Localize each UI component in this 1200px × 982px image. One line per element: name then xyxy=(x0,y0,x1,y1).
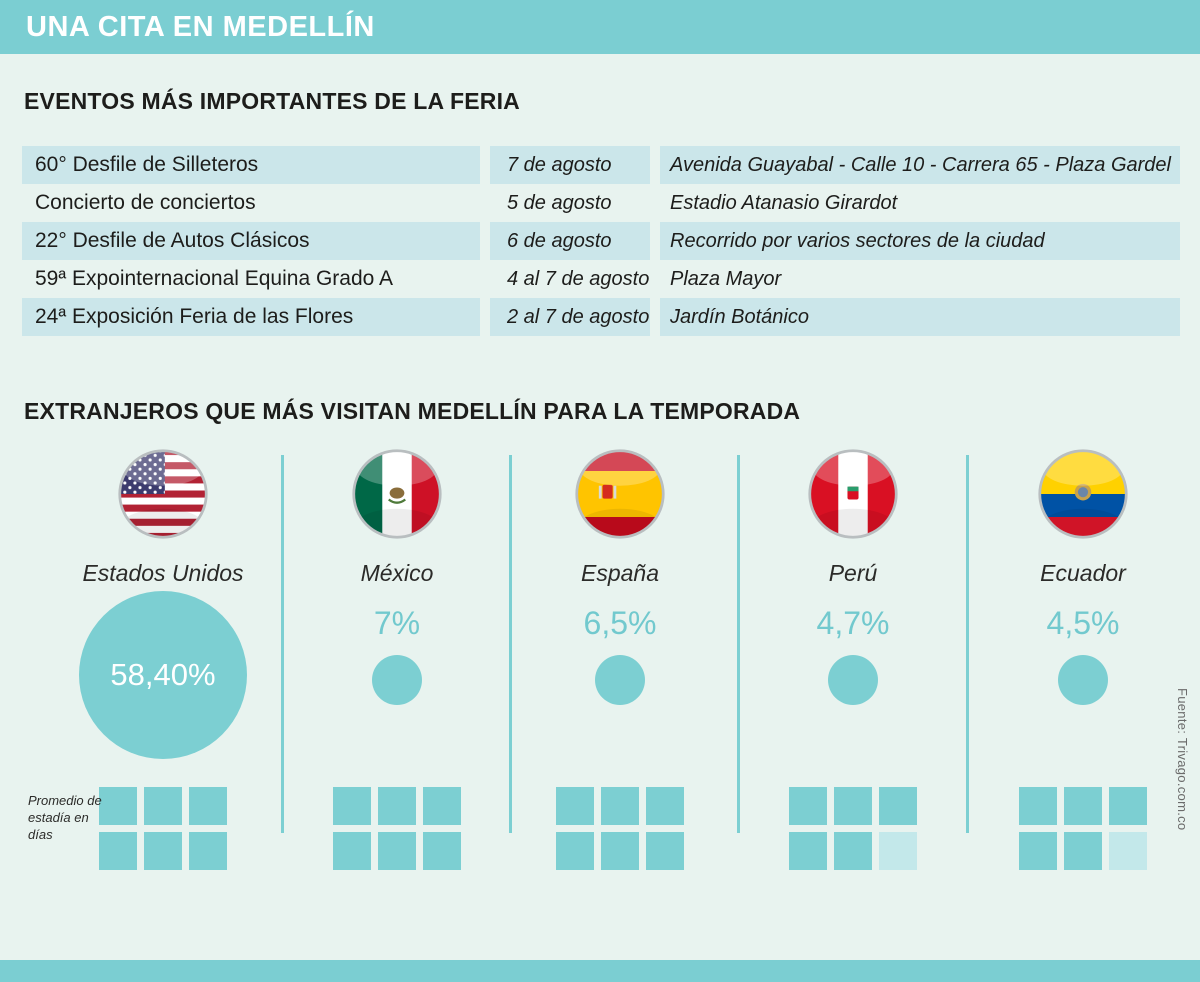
events-table: 60° Desfile de Silleteros 7 de agosto Av… xyxy=(22,146,1180,336)
visitors-section-title: EXTRANJEROS QUE MÁS VISITAN MEDELLÍN PAR… xyxy=(24,398,801,424)
percentage-value: 7% xyxy=(373,605,421,641)
country-name: España xyxy=(580,560,659,586)
header-bar: UNA CITA EN MEDELLÍN xyxy=(0,0,1200,54)
country-column-peru: Perú 4,7% xyxy=(753,440,953,870)
country-column-usa: Estados Unidos 58,40% xyxy=(63,440,263,870)
event-name: 24ª Exposición Feria de las Flores xyxy=(22,298,480,336)
stay-days-label: Promedio de estadía en días xyxy=(28,793,102,842)
events-section-title: EVENTOS MÁS IMPORTANTES DE LA FERIA xyxy=(24,88,520,114)
stay-day-square xyxy=(333,832,371,870)
event-name: 60° Desfile de Silleteros xyxy=(22,146,480,184)
table-row: 60° Desfile de Silleteros 7 de agosto Av… xyxy=(22,146,1180,184)
event-location: Estadio Atanasio Girardot xyxy=(670,191,898,214)
event-date: 2 al 7 de agosto xyxy=(490,298,650,336)
spain-flag-icon xyxy=(574,448,666,540)
event-date: 7 de agosto xyxy=(490,146,650,184)
stay-day-square xyxy=(1109,787,1147,825)
stay-day-square xyxy=(99,787,137,825)
stay-day-square xyxy=(789,832,827,870)
event-location: Plaza Mayor xyxy=(670,267,782,290)
event-location: Avenida Guayabal - Calle 10 - Carrera 65… xyxy=(660,146,1180,184)
event-location: Jardín Botánico xyxy=(660,298,1180,336)
stay-day-square-partial xyxy=(1109,832,1147,870)
stay-day-square xyxy=(423,787,461,825)
event-location: Recorrido por varios sectores de la ciud… xyxy=(660,222,1180,260)
country-column-mexico: México 7% xyxy=(297,440,497,870)
peru-flag-icon xyxy=(807,448,899,540)
table-row: 24ª Exposición Feria de las Flores 2 al … xyxy=(22,298,1180,336)
column-divider xyxy=(737,455,740,833)
column-divider xyxy=(509,455,512,833)
percentage-circle xyxy=(595,655,645,705)
stay-day-square xyxy=(189,832,227,870)
country-name: México xyxy=(360,560,434,586)
stay-day-square xyxy=(601,787,639,825)
stay-day-square xyxy=(646,787,684,825)
stay-day-square xyxy=(1064,787,1102,825)
stay-day-square xyxy=(789,787,827,825)
event-date: 4 al 7 de agosto xyxy=(507,267,650,290)
percentage-circle xyxy=(372,655,422,705)
stay-day-square xyxy=(556,787,594,825)
page-title: UNA CITA EN MEDELLÍN xyxy=(26,10,375,43)
percentage-value: 58,40% xyxy=(110,657,216,692)
stay-days-grid xyxy=(333,787,461,870)
stay-days-grid xyxy=(789,787,917,870)
stay-day-square xyxy=(189,787,227,825)
footer-bar xyxy=(0,960,1200,982)
stay-day-square xyxy=(601,832,639,870)
event-date: 6 de agosto xyxy=(490,222,650,260)
column-divider xyxy=(966,455,969,833)
percentage-value: 6,5% xyxy=(583,605,657,641)
stay-days-grid xyxy=(1019,787,1147,870)
percentage-value: 4,5% xyxy=(1046,605,1120,641)
country-column-ecuador: Ecuador 4,5% xyxy=(983,440,1183,870)
stay-day-square xyxy=(378,832,416,870)
stay-day-square xyxy=(834,787,872,825)
stay-day-square xyxy=(144,787,182,825)
country-name: Perú xyxy=(828,560,878,586)
country-column-spain: España 6,5% xyxy=(520,440,720,870)
table-row: 59ª Expointernacional Equina Grado A 4 a… xyxy=(22,260,1180,298)
event-name: 59ª Expointernacional Equina Grado A xyxy=(35,267,394,290)
stay-day-square xyxy=(834,832,872,870)
stay-day-square xyxy=(423,832,461,870)
stay-day-square xyxy=(1064,832,1102,870)
stay-day-square-partial xyxy=(879,832,917,870)
percentage-value: 4,7% xyxy=(816,605,890,641)
stay-day-square xyxy=(378,787,416,825)
stay-day-square xyxy=(1019,787,1057,825)
stay-day-square xyxy=(333,787,371,825)
country-name: Estados Unidos xyxy=(82,560,244,586)
stay-day-square xyxy=(879,787,917,825)
event-date: 5 de agosto xyxy=(507,191,612,214)
mexico-flag-icon xyxy=(351,448,443,540)
stay-day-square xyxy=(1019,832,1057,870)
stay-days-grid xyxy=(99,787,227,870)
percentage-circle xyxy=(1058,655,1108,705)
event-name: 22° Desfile de Autos Clásicos xyxy=(22,222,480,260)
stay-day-square xyxy=(99,832,137,870)
stay-day-square xyxy=(556,832,594,870)
event-name: Concierto de conciertos xyxy=(35,191,256,214)
percentage-circle xyxy=(828,655,878,705)
stay-days-grid xyxy=(556,787,684,870)
column-divider xyxy=(281,455,284,833)
stay-day-square xyxy=(144,832,182,870)
table-row: Concierto de conciertos 5 de agosto Esta… xyxy=(22,184,1180,222)
stay-day-square xyxy=(646,832,684,870)
source-credit: Fuente: Trivago.com.co xyxy=(1175,688,1190,831)
table-row: 22° Desfile de Autos Clásicos 6 de agost… xyxy=(22,222,1180,260)
usa-flag-icon xyxy=(117,448,209,540)
ecuador-flag-icon xyxy=(1037,448,1129,540)
country-name: Ecuador xyxy=(1040,560,1126,586)
usa-percentage-circle: 58,40% xyxy=(79,591,247,759)
